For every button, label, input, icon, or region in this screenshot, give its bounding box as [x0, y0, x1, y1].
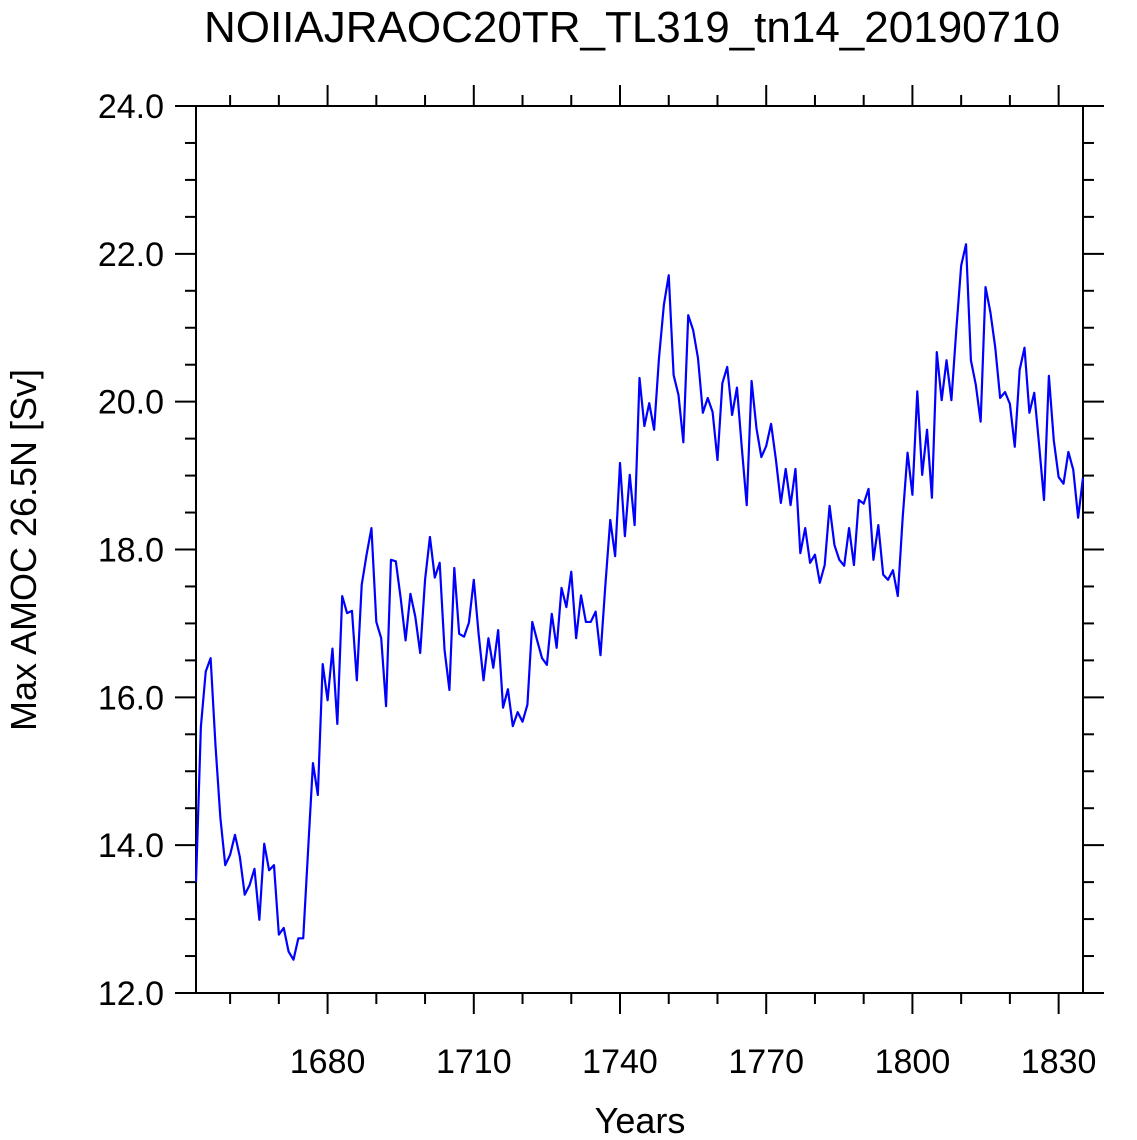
x-tick-label: 1830	[1021, 1043, 1097, 1081]
y-tick-label: 18.0	[98, 532, 164, 570]
x-axis-label: Years	[595, 1100, 686, 1140]
chart-title: NOIIAJRAOC20TR_TL319_tn14_20190710	[204, 3, 1060, 52]
data-line	[194, 243, 1085, 961]
y-tick-label: 12.0	[98, 975, 164, 1013]
x-tick-label: 1680	[290, 1043, 366, 1081]
x-tick-label: 1710	[436, 1043, 512, 1081]
y-tick-label: 20.0	[98, 384, 164, 422]
x-tick-label: 1800	[875, 1043, 951, 1081]
x-tick-label: 1770	[728, 1043, 804, 1081]
y-tick-label: 22.0	[98, 236, 164, 274]
y-tick-label: 16.0	[98, 679, 164, 717]
x-tick-label: 1740	[582, 1043, 658, 1081]
y-tick-label: 24.0	[98, 88, 164, 126]
y-axis-label: Max AMOC 26.5N [Sv]	[3, 369, 44, 731]
y-tick-label: 14.0	[98, 827, 164, 865]
plot-frame	[195, 105, 1084, 994]
